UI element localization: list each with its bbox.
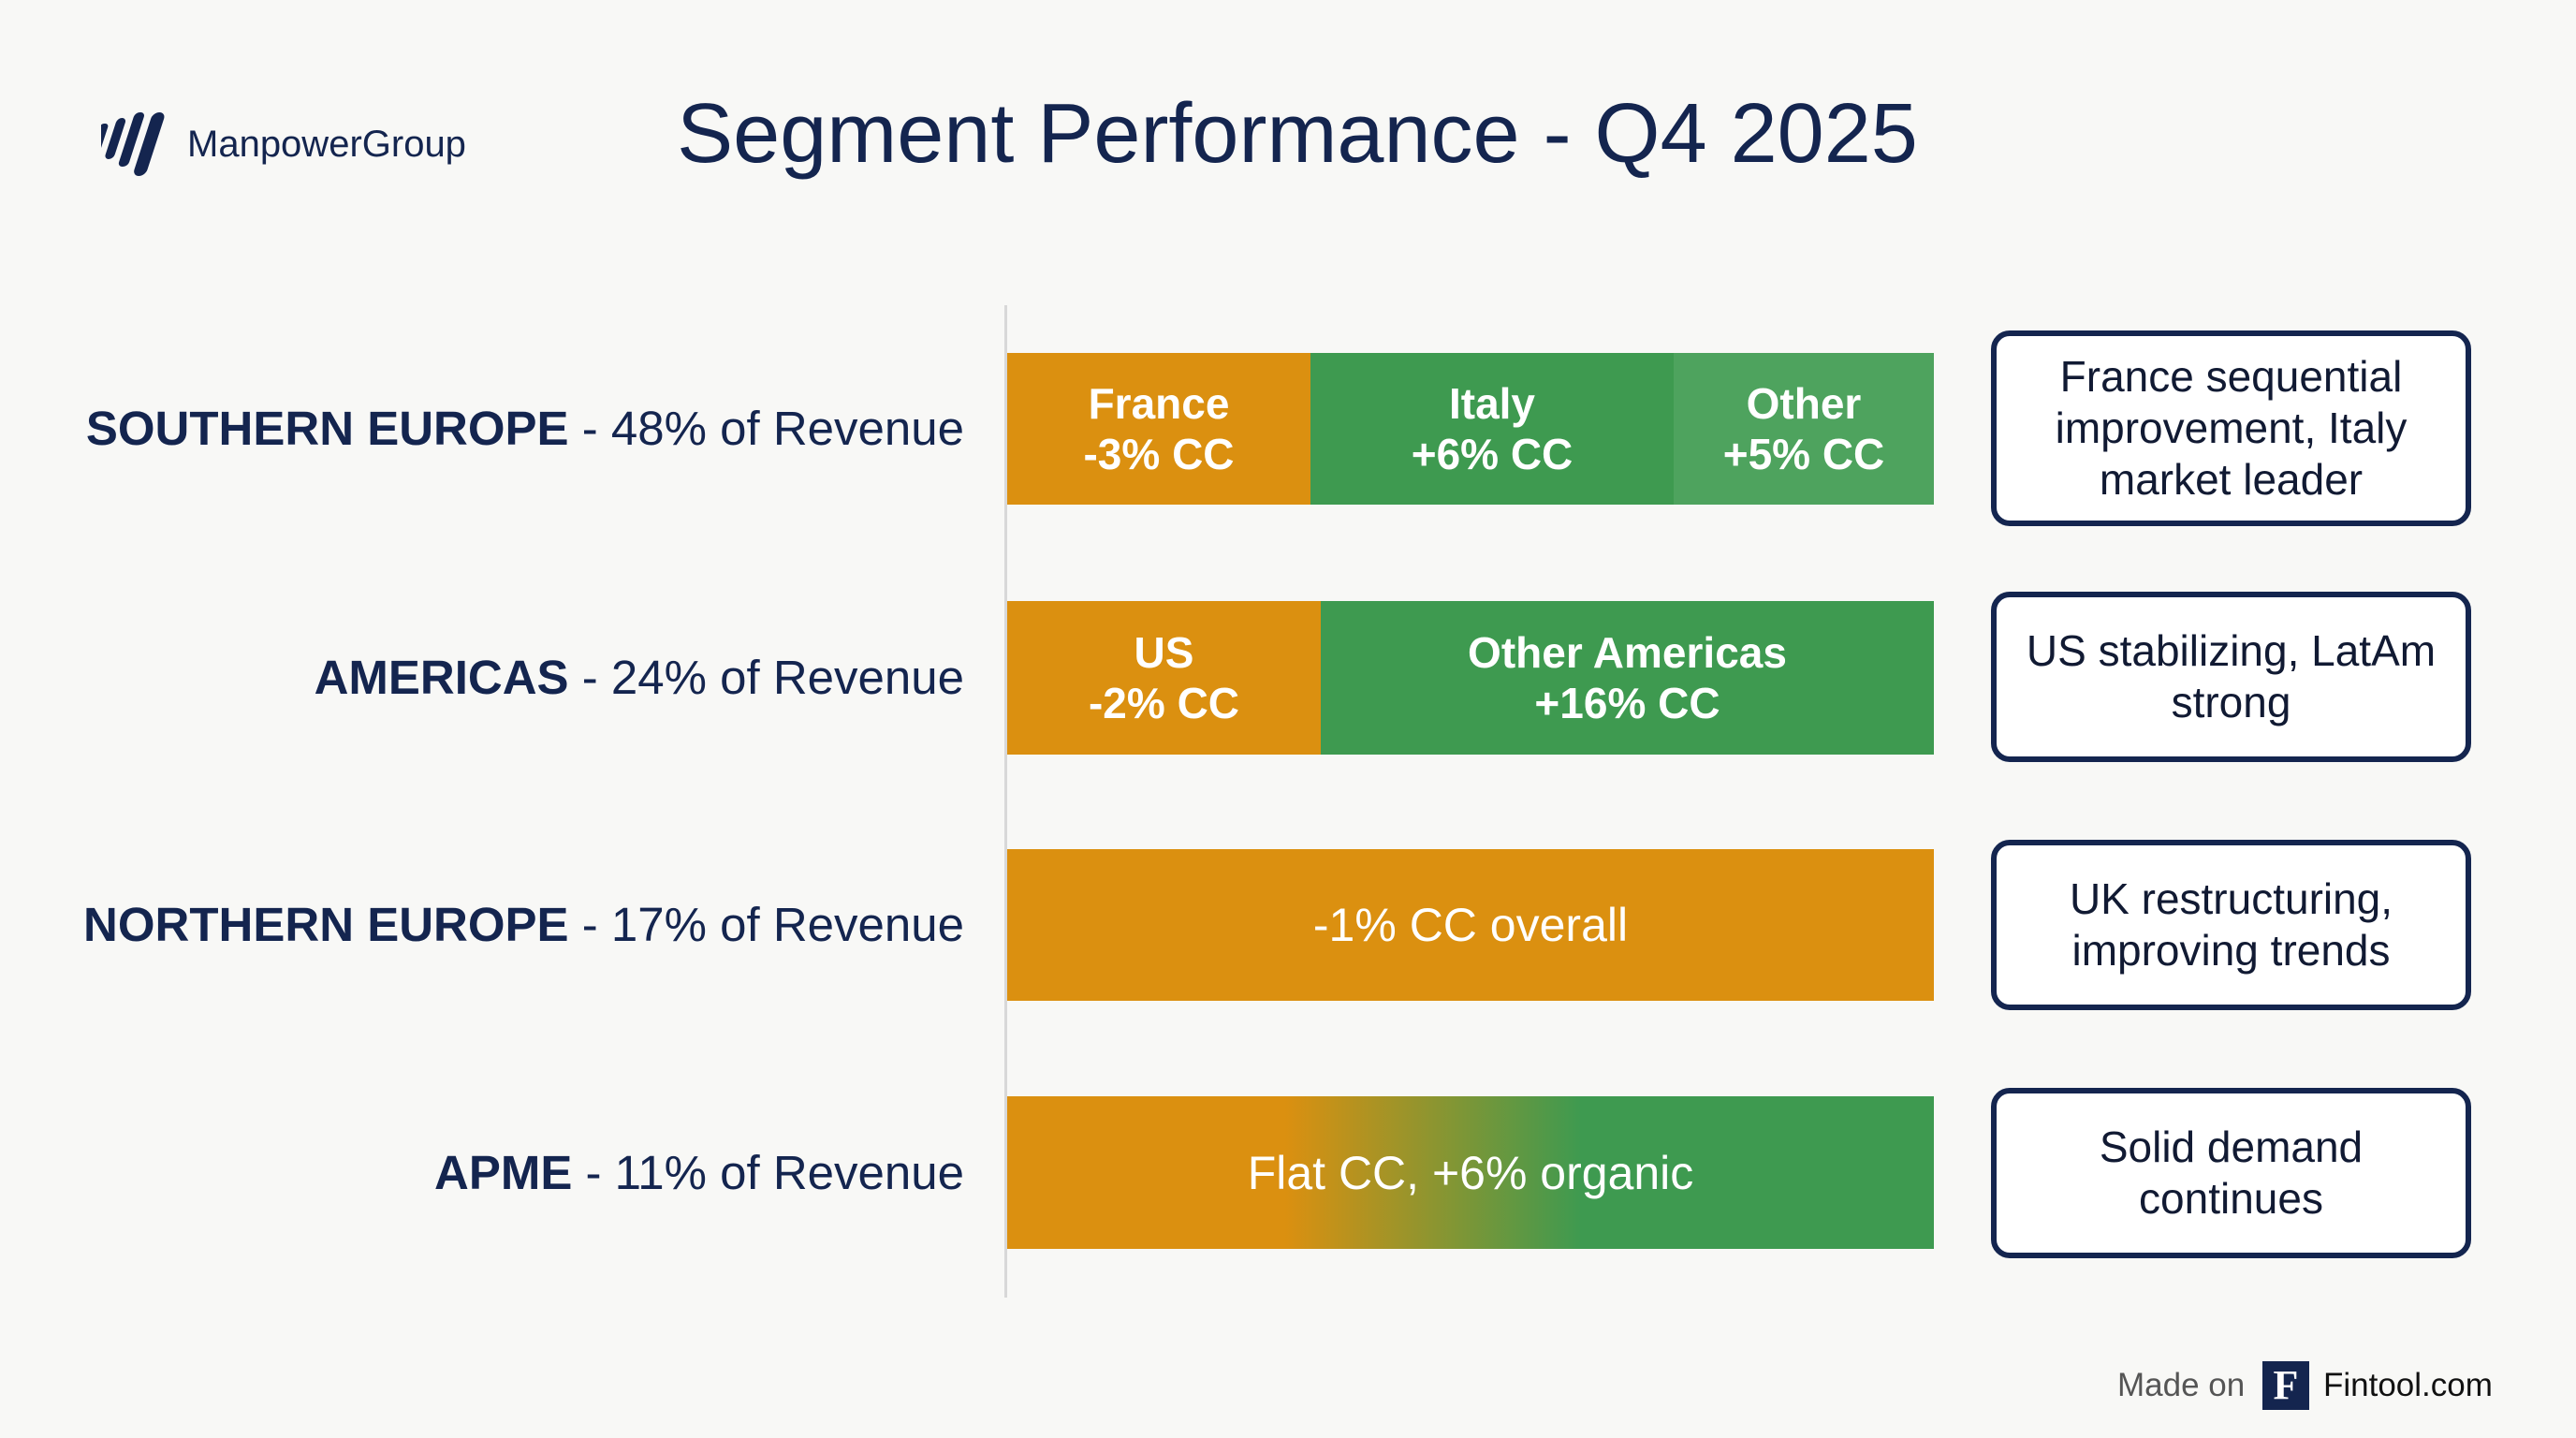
block-value: -1% CC overall [1312, 899, 1629, 951]
block-label: France [1088, 379, 1230, 428]
block: Other Americas +16% CC [1321, 601, 1934, 755]
bar: US -2% CC Other Americas +16% CC [1007, 601, 1934, 755]
row-label: NORTHERN EUROPE - 17% of Revenue [83, 897, 964, 953]
share: - 48% of Revenue [581, 402, 964, 455]
segment: APME [434, 1146, 573, 1199]
made-on: Made on [2117, 1367, 2246, 1403]
note: France sequential improvement, Italy mar… [1991, 330, 2471, 526]
block-value: -2% CC [1088, 679, 1240, 727]
footer-logo: F [2262, 1361, 2309, 1410]
block-label: Other Americas [1468, 628, 1787, 677]
block-label: US [1134, 628, 1194, 677]
block: Italy +6% CC [1310, 353, 1674, 505]
logo-text: ManpowerGroup [187, 124, 466, 165]
block: France -3% CC [1007, 353, 1310, 505]
bar: -1% CC overall [1007, 849, 1934, 1001]
segment: AMERICAS [314, 651, 569, 704]
bar: France -3% CC Italy +6% CC Other +5% CC [1007, 353, 1934, 505]
block: US -2% CC [1007, 601, 1321, 755]
block-value: +6% CC [1411, 430, 1573, 478]
brand: Fintool.com [2323, 1367, 2493, 1403]
note: Solid demand continues [1991, 1088, 2471, 1258]
segment: SOUTHERN EUROPE [85, 402, 569, 455]
block-label: Italy [1448, 379, 1536, 428]
block-value: -3% CC [1083, 430, 1235, 478]
row-label: SOUTHERN EUROPE - 48% of Revenue [86, 401, 964, 457]
block: -1% CC overall [1007, 849, 1934, 1001]
bar: Flat CC, +6% organic [1007, 1096, 1934, 1249]
divider [1004, 305, 1007, 1298]
block-value: +16% CC [1534, 679, 1720, 727]
segment: NORTHERN EUROPE [83, 898, 569, 951]
row-label: APME - 11% of Revenue [434, 1145, 964, 1201]
logo-mark [101, 112, 165, 176]
block-value: +5% CC [1722, 430, 1885, 478]
row-label: AMERICAS - 24% of Revenue [315, 650, 964, 706]
note: US stabilizing, LatAm strong [1991, 592, 2471, 762]
block-label: Other [1746, 379, 1862, 428]
title: Segment Performance - Q4 2025 [677, 87, 1918, 181]
block: Flat CC, +6% organic [1007, 1096, 1934, 1249]
share: - 11% of Revenue [585, 1146, 964, 1199]
block: Other +5% CC [1674, 353, 1934, 505]
note: UK restructuring, improving trends [1991, 840, 2471, 1010]
share: - 24% of Revenue [581, 651, 964, 704]
block-value: Flat CC, +6% organic [1247, 1146, 1694, 1199]
share: - 17% of Revenue [581, 898, 964, 951]
